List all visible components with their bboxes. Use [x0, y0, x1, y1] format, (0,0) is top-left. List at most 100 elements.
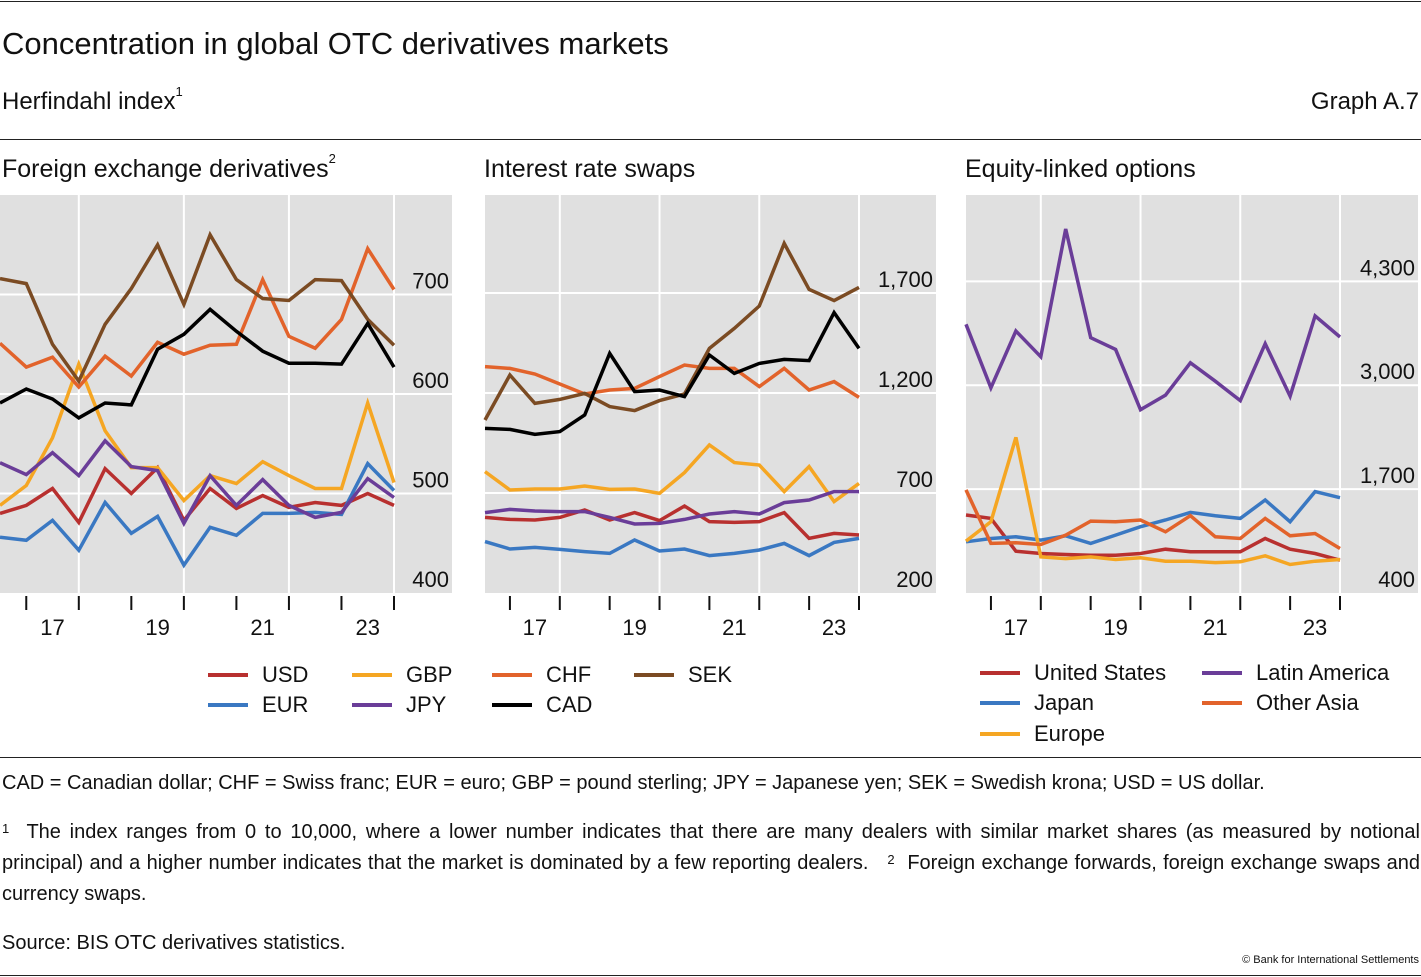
x-tick-label: 23 — [355, 615, 379, 640]
series-line-gbp — [483, 442, 861, 505]
legend-label: GBP — [406, 662, 453, 687]
series-line-latin-america — [964, 228, 1342, 413]
y-tick-label: 1,700 — [878, 267, 933, 292]
legend-swatch — [634, 673, 674, 677]
footer-rule — [0, 757, 1421, 758]
panel-title-fx: Foreign exchange derivatives2 — [2, 151, 336, 184]
x-tick-label: 21 — [722, 615, 746, 640]
x-tick-label: 19 — [145, 615, 169, 640]
legend-label: Japan — [1034, 690, 1094, 715]
source: Source: BIS OTC derivatives statistics. — [2, 932, 346, 954]
y-tick-label: 3,000 — [1360, 359, 1415, 384]
legend-latin-america: Latin America — [1202, 660, 1389, 686]
legend-label: USD — [262, 662, 309, 687]
series-line-chf — [0, 244, 396, 390]
abbreviations: CAD = Canadian dollar; CHF = Swiss franc… — [2, 772, 1265, 794]
legend-swatch — [1202, 671, 1242, 675]
series-line-japan — [965, 489, 1341, 546]
legend-swatch — [352, 703, 392, 707]
graph-number: Graph A.7 — [1310, 88, 1419, 115]
legend-label: Other Asia — [1256, 690, 1359, 715]
legend-label: CHF — [546, 662, 592, 687]
x-tick-label: 19 — [1103, 615, 1127, 640]
series-line-eur — [484, 536, 860, 558]
legend-swatch — [980, 701, 1020, 705]
legend-europe: Europe — [980, 721, 1105, 747]
footnote-2: Foreign exchange forwards, foreign excha… — [2, 852, 1421, 905]
footnote-ref: 1 — [175, 84, 183, 99]
legend-label: Europe — [1034, 721, 1105, 746]
legend-usd: USD — [208, 662, 308, 688]
series-line-usd — [484, 503, 860, 541]
series-line-usd — [0, 464, 395, 526]
panel-title-text: Foreign exchange derivatives — [2, 155, 329, 183]
panel-title-equity: Equity-linked options — [965, 155, 1196, 183]
legend-eur: EUR — [208, 692, 308, 718]
x-tick-label: 23 — [1303, 615, 1327, 640]
legend-swatch — [208, 673, 248, 677]
chart-title: Concentration in global OTC derivatives … — [2, 26, 669, 61]
top-rule — [0, 1, 1421, 2]
legend-sek: SEK — [634, 662, 732, 688]
series-line-jpy — [0, 438, 396, 528]
header-rule — [0, 139, 1421, 140]
y-tick-label: 600 — [412, 368, 449, 393]
legend-swatch — [980, 671, 1020, 675]
x-tick-label: 23 — [822, 615, 846, 640]
legend-other-asia: Other Asia — [1202, 690, 1359, 716]
plot-background — [966, 195, 1418, 593]
series-line-sek — [483, 239, 860, 421]
x-tick-label: 17 — [523, 615, 547, 640]
legend-label: JPY — [406, 692, 447, 717]
series-line-gbp — [0, 359, 396, 507]
legend-jpy: JPY — [352, 692, 446, 718]
legend-label: CAD — [546, 692, 593, 717]
series-line-sek — [0, 230, 396, 385]
legend-swatch — [1202, 701, 1242, 705]
x-tick-label: 19 — [622, 615, 646, 640]
series-line-europe — [964, 436, 1341, 567]
x-tick-label: 21 — [250, 615, 274, 640]
legend-swatch — [352, 673, 392, 677]
series-line-cad — [0, 307, 396, 420]
legend-chf: CHF — [492, 662, 591, 688]
y-tick-label: 4,300 — [1360, 255, 1415, 280]
legend-swatch — [980, 732, 1020, 736]
legend-gbp: GBP — [352, 662, 452, 688]
series-line-chf — [484, 363, 860, 399]
series-line-united-states — [965, 513, 1341, 562]
footnote-1: The index ranges from 0 to 10,000, where… — [2, 821, 1420, 874]
x-tick-label: 21 — [1203, 615, 1227, 640]
legend-japan: Japan — [980, 690, 1094, 716]
y-tick-label: 700 — [896, 467, 933, 492]
legend-swatch — [492, 673, 532, 677]
y-tick-label: 500 — [412, 468, 449, 493]
panel-title-irs: Interest rate swaps — [484, 155, 696, 183]
legend-label: SEK — [688, 662, 733, 687]
legend-cad: CAD — [492, 692, 592, 718]
legend-label: United States — [1034, 660, 1167, 685]
y-tick-label: 200 — [896, 567, 933, 592]
footnotes: 1 The index ranges from 0 to 10,000, whe… — [2, 817, 1420, 910]
footnote-mark: 2 — [887, 852, 895, 867]
y-tick-label: 1,700 — [1360, 463, 1415, 488]
series-line-cad — [484, 309, 861, 437]
legend-swatch — [208, 703, 248, 707]
legend-swatch — [492, 703, 532, 707]
legend-united-states: United States — [980, 660, 1166, 686]
y-tick-label: 400 — [412, 567, 449, 592]
y-tick-label: 700 — [412, 269, 449, 294]
footnote-ref: 2 — [328, 151, 336, 166]
series-line-other-asia — [964, 489, 1341, 550]
x-tick-label: 17 — [1004, 615, 1028, 640]
x-tick-label: 17 — [40, 615, 64, 640]
y-tick-label: 1,200 — [878, 367, 933, 392]
y-tick-label: 400 — [1378, 567, 1415, 592]
legend-label: Latin America — [1256, 660, 1390, 685]
footnote-mark: 1 — [2, 821, 10, 836]
chart-subtitle: Herfindahl index1 — [2, 84, 183, 116]
series-line-jpy — [484, 489, 859, 526]
legend-label: EUR — [262, 692, 309, 717]
bottom-rule — [0, 975, 1421, 976]
